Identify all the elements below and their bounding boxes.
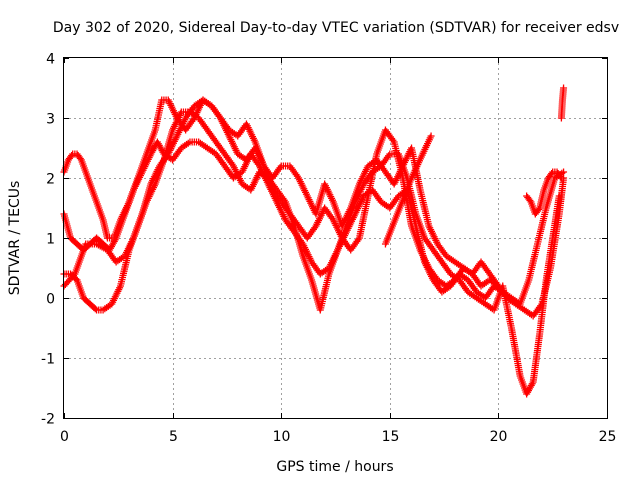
x-tick-label: 20 bbox=[490, 429, 508, 445]
series-isolated bbox=[381, 132, 435, 248]
data-point bbox=[381, 240, 389, 248]
data-point bbox=[560, 168, 568, 176]
x-axis-label: GPS time / hours bbox=[276, 459, 393, 475]
y-tick-label: 4 bbox=[46, 52, 55, 68]
data-point bbox=[555, 192, 563, 200]
x-tick-label: 0 bbox=[60, 429, 69, 445]
y-tick-label: -2 bbox=[41, 412, 55, 428]
x-tick-label: 10 bbox=[273, 429, 291, 445]
axis-ticks: 0 5 10 15 20 25 -2 -1 0 1 2 3 4 bbox=[41, 52, 616, 446]
data-point bbox=[535, 206, 543, 213]
series-late-arc bbox=[523, 168, 565, 218]
data-point bbox=[91, 305, 99, 313]
data-point bbox=[68, 152, 76, 159]
x-tick-label: 25 bbox=[599, 429, 617, 445]
y-tick-label: 0 bbox=[46, 292, 55, 308]
series-end-spike bbox=[557, 84, 568, 122]
y-tick-label: 1 bbox=[46, 232, 55, 248]
y-tick-label: -1 bbox=[41, 352, 55, 368]
y-axis-label: SDTVAR / TECUs bbox=[7, 181, 23, 296]
x-tick-label: 15 bbox=[382, 429, 400, 445]
series-track-d bbox=[60, 96, 502, 290]
y-tick-label: 3 bbox=[46, 112, 55, 128]
data-point bbox=[560, 84, 568, 92]
data-point bbox=[494, 282, 502, 290]
data-point bbox=[548, 170, 556, 177]
data-point bbox=[557, 174, 565, 182]
data-point bbox=[556, 173, 564, 180]
data-series bbox=[60, 84, 568, 398]
grid-lines bbox=[64, 58, 607, 418]
y-tick-label: 2 bbox=[46, 172, 55, 188]
plot-frame bbox=[63, 57, 608, 419]
x-tick-label: 5 bbox=[169, 429, 178, 445]
chart-title: Day 302 of 2020, Sidereal Day-to-day VTE… bbox=[53, 20, 619, 36]
